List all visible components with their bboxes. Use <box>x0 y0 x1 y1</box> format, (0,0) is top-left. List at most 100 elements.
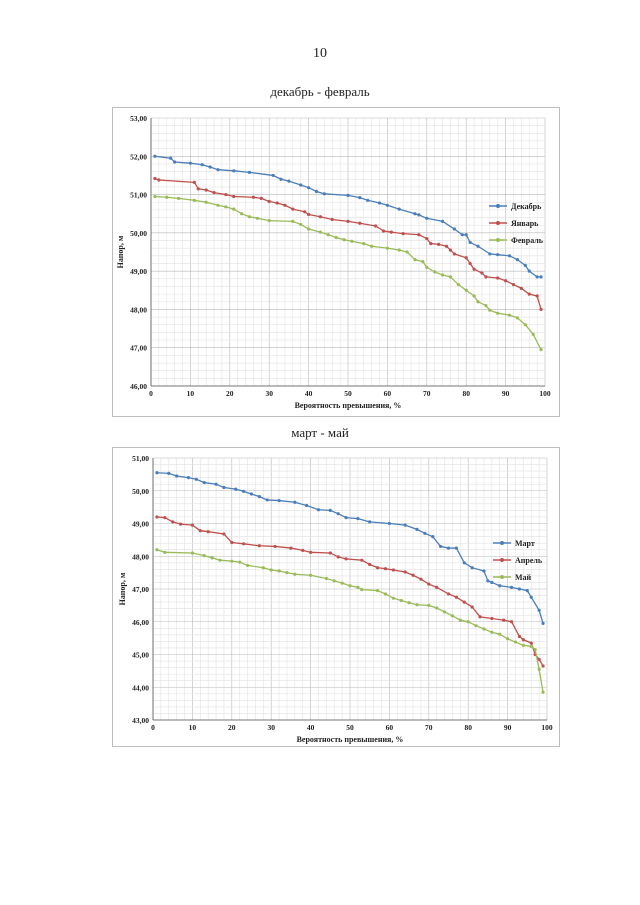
chart1-point <box>470 605 474 609</box>
chart0-point <box>267 199 271 204</box>
chart1-point <box>222 532 226 536</box>
chart0-point <box>208 165 212 169</box>
chart1-y-tick-label: 48,00 <box>132 552 149 561</box>
chart0-point <box>452 227 456 231</box>
chart1-point <box>454 546 458 550</box>
chart0-point <box>271 173 275 178</box>
chart0-point <box>192 180 196 184</box>
chart0-point <box>283 203 287 207</box>
chart0-point <box>448 248 453 252</box>
chart1-point <box>478 615 482 619</box>
chart1-point <box>230 559 234 563</box>
chart0-point <box>464 256 468 260</box>
chart0-point <box>401 232 405 236</box>
chart1-point <box>529 644 533 648</box>
chart0-point <box>153 154 157 158</box>
chart0-x-tick-label: 20 <box>226 389 234 398</box>
chart-title-winter: декабрь - февраль <box>270 84 370 99</box>
chart1-point <box>498 584 502 588</box>
chart0-point <box>480 271 484 275</box>
chart1-point <box>411 573 415 577</box>
chart0-point <box>216 203 220 207</box>
chart0-point <box>397 248 401 252</box>
chart1-point <box>521 643 525 647</box>
chart0-point <box>405 250 409 254</box>
chart1-point <box>206 530 210 534</box>
chart0-point <box>507 313 512 317</box>
chart1-point <box>399 598 403 603</box>
chart0-point <box>346 219 350 223</box>
chart1-point <box>332 579 336 583</box>
chart-title-spring: март - май <box>291 425 349 440</box>
chart0-point <box>496 311 500 315</box>
chart0-point <box>216 168 220 172</box>
chart1-point <box>301 548 305 552</box>
chart1-point <box>360 558 364 562</box>
chart1-point <box>194 477 198 481</box>
chart1-point <box>446 592 451 596</box>
chart1-point <box>474 624 478 628</box>
chart1-y-tick-label: 44,00 <box>132 683 149 692</box>
chart0-point <box>472 294 476 298</box>
chart0-point <box>468 240 472 245</box>
chart0-legend-label: Декабрь <box>511 202 542 211</box>
chart0-point <box>464 288 468 292</box>
chart0-point <box>212 191 216 195</box>
chart1-legend-marker <box>500 541 504 545</box>
chart1-x-tick-label: 10 <box>189 723 197 732</box>
chart0-point <box>350 239 354 243</box>
chart1-point <box>265 498 269 502</box>
chart0-series-2 <box>153 194 543 352</box>
chart-spring: 43,00 44,00 45,00 46,00 47,00 48,00 49,00 50,00… <box>112 447 560 747</box>
chart0-point <box>456 282 460 287</box>
chart0-point <box>307 227 311 231</box>
chart0-point <box>397 207 401 211</box>
chart1-point <box>435 606 439 610</box>
chart1-y-tick-label: 50,00 <box>132 487 149 496</box>
chart0-point <box>433 270 437 274</box>
chart1-point <box>375 566 380 570</box>
chart0-point <box>476 300 480 304</box>
chart1-y-axis-label: Напор, м <box>118 572 127 605</box>
chart0-point <box>330 217 334 222</box>
chart1-point <box>277 498 281 503</box>
chart0-point <box>484 304 488 308</box>
chart0-point <box>188 161 192 165</box>
chart1-point <box>316 508 321 512</box>
chart1-point <box>462 561 466 565</box>
chart1-point <box>285 571 289 575</box>
chart1-point <box>541 690 545 694</box>
chart0-point <box>413 258 417 262</box>
chart0-point <box>425 237 429 241</box>
chart0-x-tick-label: 80 <box>462 389 470 398</box>
chart0-point <box>153 194 157 199</box>
chart0-point <box>314 189 319 194</box>
chart1-point <box>222 485 226 490</box>
chart1-point <box>431 535 435 539</box>
chart0-point <box>169 156 173 160</box>
chart0-point <box>334 235 338 240</box>
chart1-point <box>490 630 494 634</box>
chart1-point <box>368 520 372 524</box>
chart1-point <box>305 503 309 508</box>
chart1-grid <box>152 457 548 721</box>
chart1-x-tick-label: 90 <box>504 723 512 732</box>
chart0-point <box>496 253 500 257</box>
chart1-y-tick-label: 43,00 <box>132 716 149 725</box>
chart0-point <box>437 242 441 246</box>
chart0-point <box>259 196 263 200</box>
chart0-legend-marker <box>496 221 500 225</box>
chart0-point <box>322 192 326 196</box>
chart0-point <box>527 269 531 273</box>
chart0-point <box>153 176 157 181</box>
chart0-point <box>318 230 323 234</box>
chart1-point <box>470 566 474 570</box>
chart0-series-1 <box>153 176 543 312</box>
chart1-point <box>242 542 246 546</box>
chart1-x-tick-label: 30 <box>267 723 275 732</box>
chart0-legend-marker <box>496 204 500 208</box>
chart0-point <box>504 279 508 283</box>
chart1-point <box>454 595 458 599</box>
chart1-x-tick-label: 80 <box>464 723 472 732</box>
chart0-point <box>507 254 512 258</box>
